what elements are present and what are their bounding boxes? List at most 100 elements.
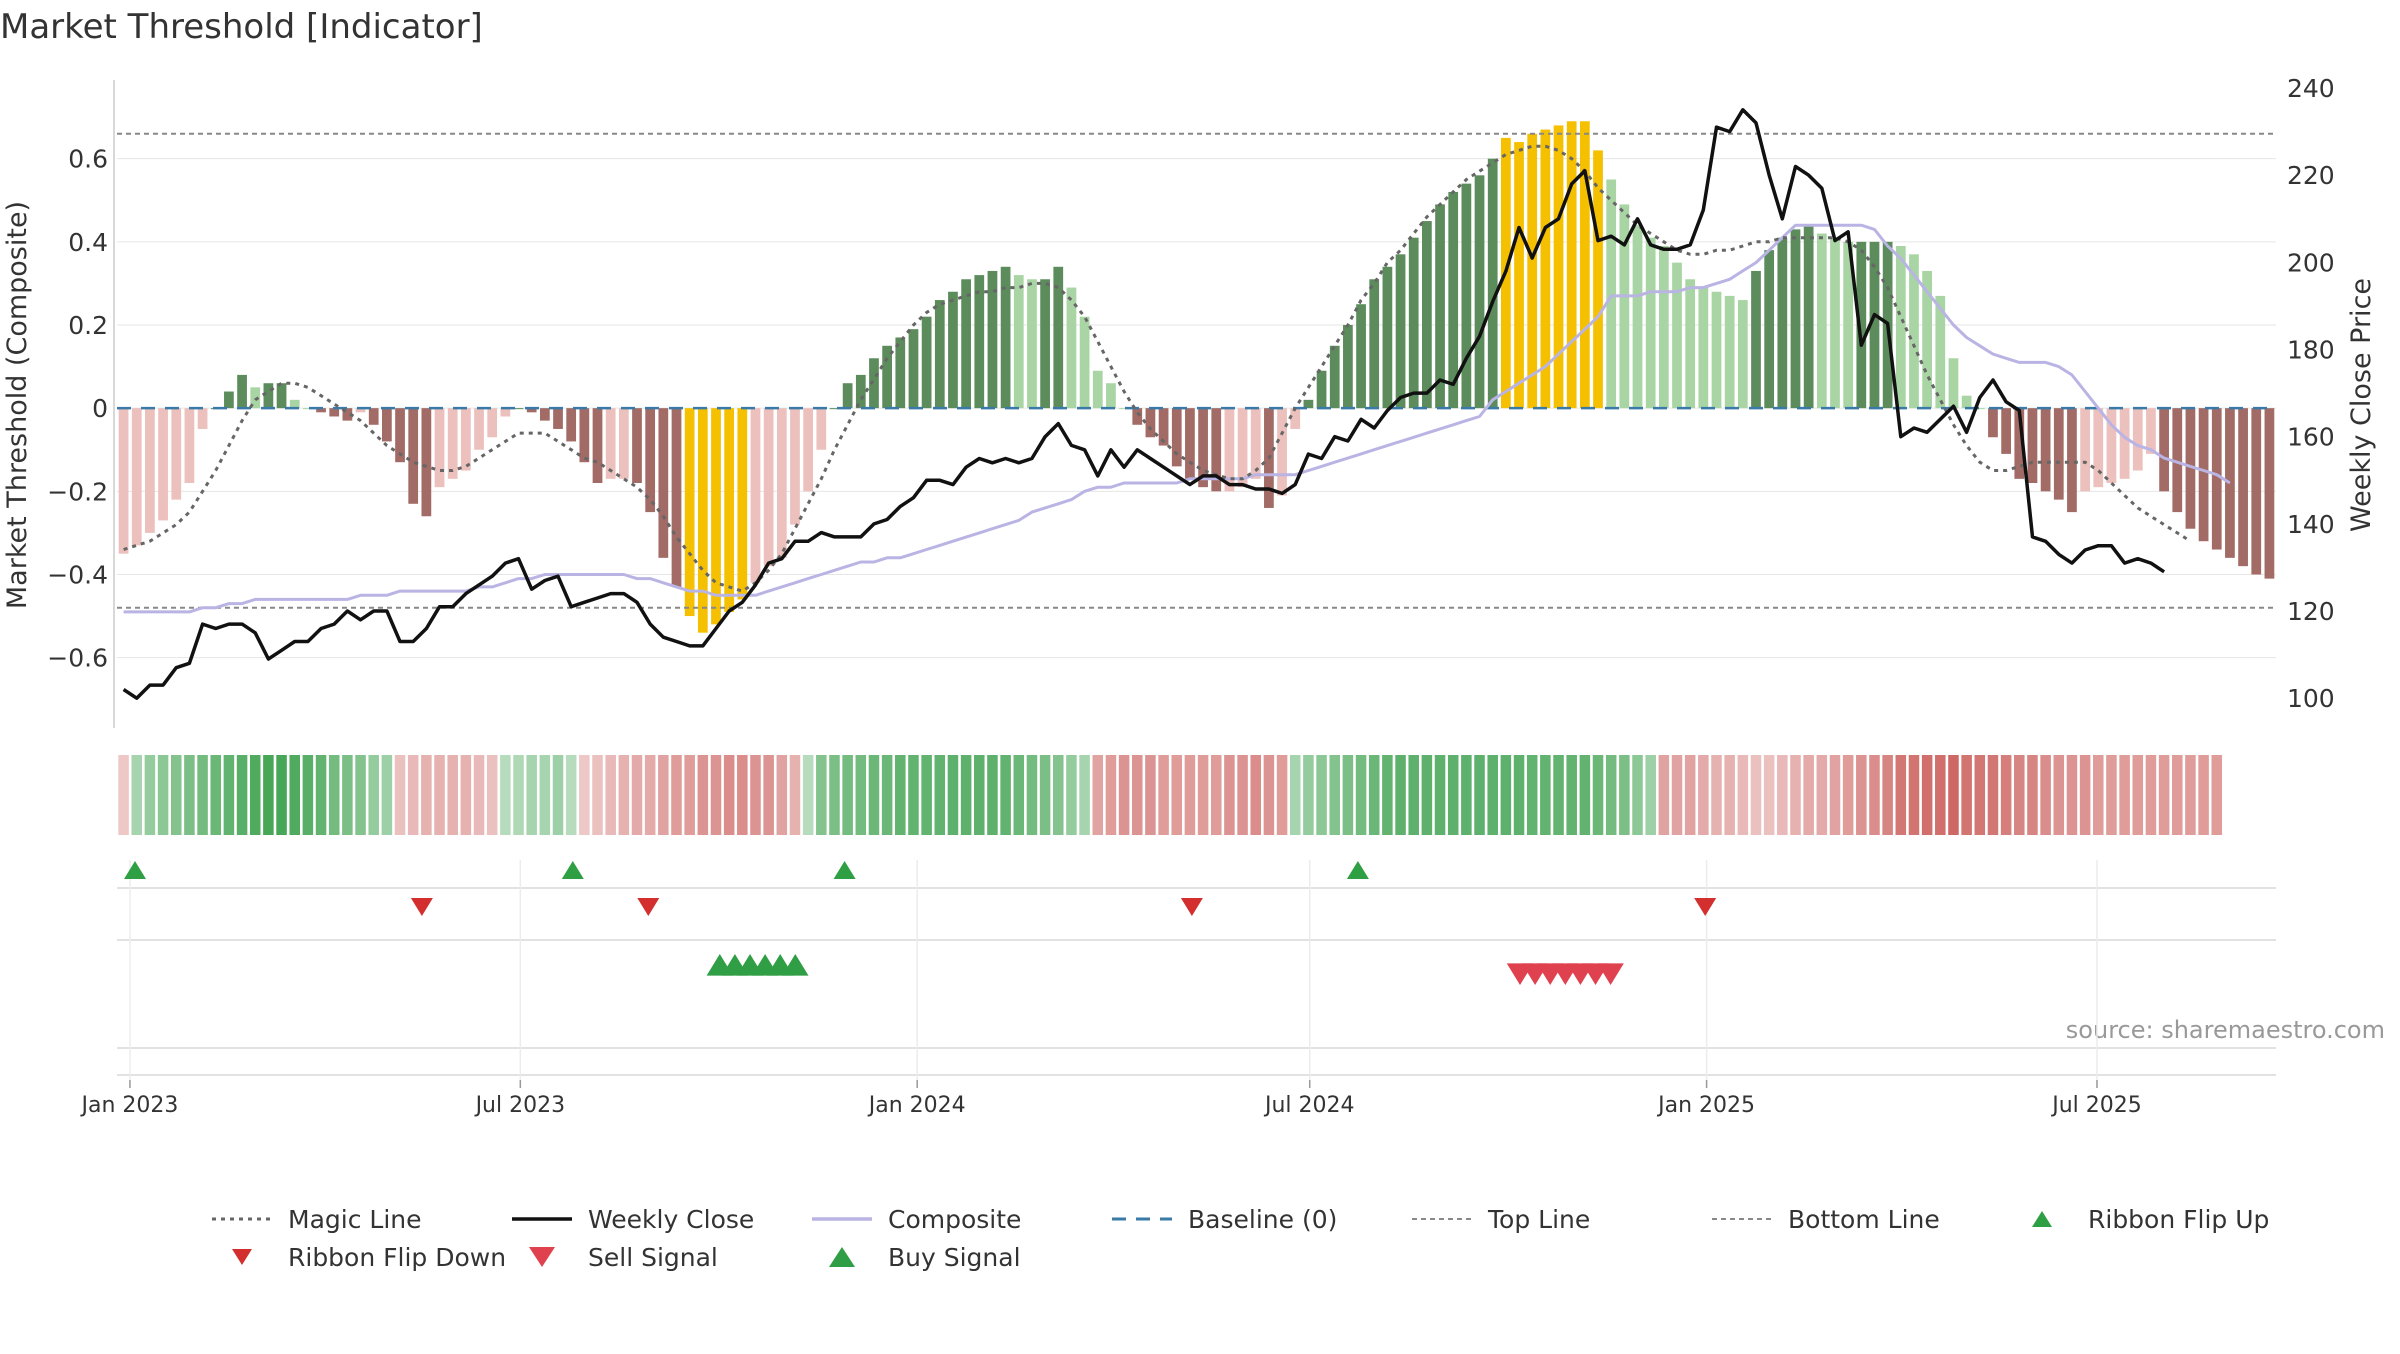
composite-bar — [382, 408, 392, 442]
composite-bar — [1527, 133, 1538, 409]
legend-item-composite: Composite — [810, 1205, 1110, 1234]
composite-bar — [2014, 408, 2025, 479]
signal-markers — [124, 861, 1717, 985]
ribbon-cell — [1987, 755, 1999, 835]
legend-item-baseline: Baseline (0) — [1110, 1205, 1410, 1234]
ribbon-cell — [1540, 755, 1551, 835]
composite-bar — [2040, 408, 2051, 492]
legend-label-top-line: Top Line — [1488, 1204, 1591, 1234]
ribbon-cell — [263, 755, 274, 835]
composite-bar — [145, 408, 155, 533]
composite-bar — [1777, 237, 1788, 409]
ribbon-cell — [579, 755, 590, 835]
composite-bar — [368, 408, 379, 425]
composite-bar — [1277, 408, 1287, 496]
composite-bar — [1000, 266, 1011, 409]
composite-bar — [487, 408, 498, 438]
composite-bar — [1764, 250, 1775, 409]
ribbon-cell — [1408, 755, 1419, 835]
composite-bar — [1553, 125, 1564, 409]
composite-bar — [2251, 408, 2262, 575]
legend-item-ribbon-flip-up: Ribbon Flip Up — [2010, 1205, 2310, 1234]
legend-item-ribbon-flip-down: Ribbon Flip Down — [210, 1243, 510, 1272]
legend-swatch-ribbon-flip-up — [2032, 1211, 2052, 1227]
axis-labels: −0.6 −0.4 −0.2 0 0.2 0.4 0.6 100 120 140 160 180 200… — [47, 74, 2334, 1118]
y2-tick-label: 160 — [2287, 423, 2335, 452]
ribbon-cell — [1658, 755, 1670, 835]
composite-bar — [1250, 408, 1261, 479]
composite-bar — [1145, 408, 1156, 438]
composite-bar — [1040, 279, 1050, 409]
composite-bar — [1408, 237, 1419, 409]
ribbon-cell — [723, 755, 735, 835]
composite-bar — [118, 408, 129, 554]
composite-bar — [2264, 408, 2275, 579]
y2-tick-label: 180 — [2287, 336, 2335, 365]
ribbon-cell — [1869, 755, 1880, 835]
composite-bar — [1224, 408, 1235, 492]
legend: Magic Line Weekly Close Composite Baseli… — [210, 1200, 2360, 1276]
ribbon-cell — [1263, 755, 1275, 835]
ribbon-flip-up-marker — [561, 861, 584, 879]
legend-item-top-line: Top Line — [1410, 1205, 1710, 1234]
composite-bar — [2067, 408, 2077, 513]
ribbon-cell — [460, 755, 472, 835]
ribbon-cell — [1579, 755, 1591, 835]
ribbon-cell — [1882, 755, 1893, 835]
composite-bar — [987, 270, 998, 409]
composite-bar — [421, 408, 432, 517]
x-tick-label: Jan 2023 — [79, 1093, 178, 1118]
ribbon-cell — [1777, 755, 1788, 835]
ribbon-cell — [1750, 755, 1762, 835]
ribbon-cell — [750, 755, 761, 835]
composite-bar — [224, 391, 234, 409]
y2-tick-label: 120 — [2287, 597, 2335, 626]
ribbon-cell — [486, 755, 498, 835]
ribbon-cell — [2106, 755, 2117, 835]
ribbon-cell — [2185, 755, 2196, 835]
composite-bar — [1961, 395, 1972, 409]
composite-bar — [632, 408, 642, 483]
composite-bar — [342, 408, 353, 421]
composite-bar — [697, 408, 708, 633]
ribbon-cell — [921, 755, 932, 835]
composite-bar — [2225, 408, 2235, 558]
composite-bar — [1816, 233, 1827, 409]
composite-bar — [2053, 408, 2064, 500]
composite-bar — [1645, 237, 1656, 409]
composite-bar — [1514, 142, 1524, 409]
ribbon-cell — [328, 755, 340, 835]
composite-bar — [1803, 225, 1814, 409]
ribbon-cell — [1974, 755, 1986, 835]
ribbon-cell — [960, 755, 972, 835]
composite-bar — [645, 408, 656, 513]
composite-bar — [1053, 266, 1064, 409]
ribbon-cell — [684, 755, 695, 835]
composite-bar — [553, 408, 563, 429]
composite-bar — [618, 408, 629, 479]
y-axis-label: Market Threshold (Composite) — [2, 201, 33, 609]
composite-bar — [1895, 246, 1906, 409]
ribbon-cell — [565, 755, 577, 835]
ribbon-cell — [407, 755, 419, 835]
ribbon-cell — [763, 755, 774, 835]
ribbon-cell — [1224, 755, 1235, 835]
y2-tick-label: 140 — [2287, 510, 2335, 539]
ribbon-cell — [658, 755, 669, 835]
composite-bar — [131, 408, 142, 546]
composite-bar — [566, 408, 577, 442]
composite-bar — [539, 408, 550, 421]
ribbon-cell — [671, 755, 682, 835]
ribbon-cell — [144, 755, 156, 835]
composite-bar — [869, 358, 879, 409]
composite-bar — [1830, 237, 1840, 409]
ribbon-cell — [276, 755, 287, 835]
ribbon-strip — [118, 755, 2223, 835]
x-tick-label: Jan 2025 — [1656, 1093, 1755, 1118]
ribbon-cell — [2093, 755, 2104, 835]
ribbon-cell — [1237, 755, 1248, 835]
ribbon-cell — [1856, 755, 1867, 835]
ribbon-cell — [2000, 755, 2012, 835]
legend-label-magic-line: Magic Line — [288, 1204, 422, 1234]
composite-bar — [2159, 408, 2169, 492]
